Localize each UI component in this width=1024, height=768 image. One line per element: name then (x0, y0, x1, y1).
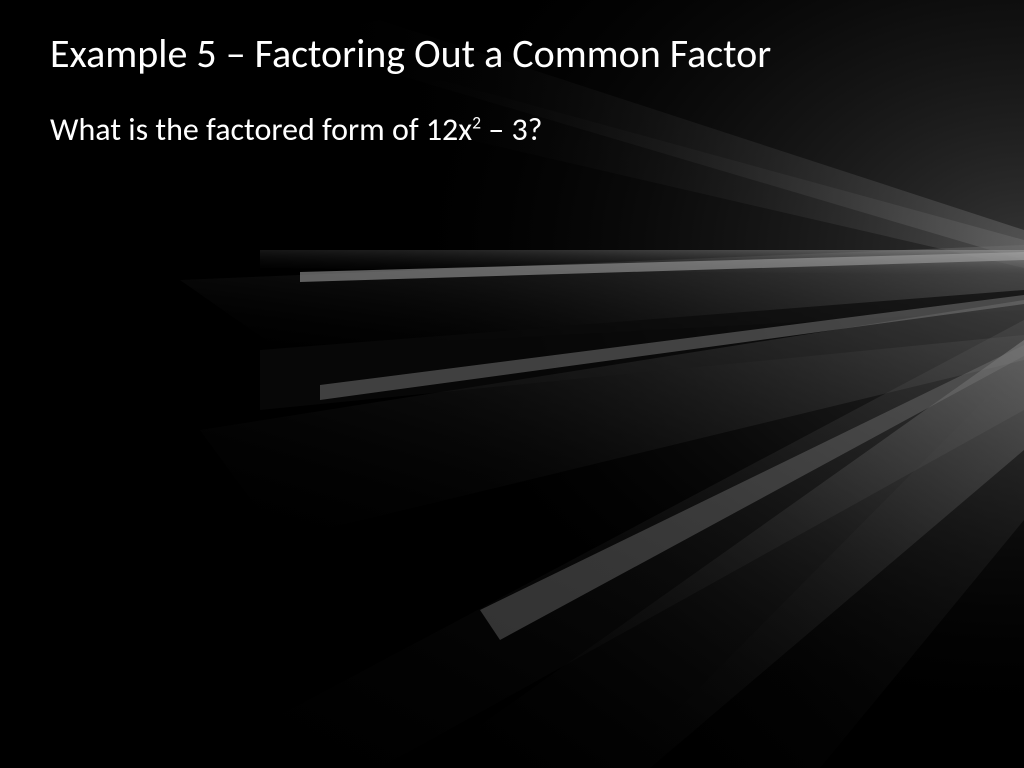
question-exponent: 2 (472, 111, 481, 133)
question-text-suffix: – 3? (481, 110, 542, 149)
slide-question: What is the factored form of 12x2 – 3? (50, 108, 974, 153)
slide-title: Example 5 – Factoring Out a Common Facto… (50, 28, 974, 80)
question-text-prefix: What is the factored form of 12x (50, 110, 472, 149)
slide-content: Example 5 – Factoring Out a Common Facto… (0, 0, 1024, 181)
